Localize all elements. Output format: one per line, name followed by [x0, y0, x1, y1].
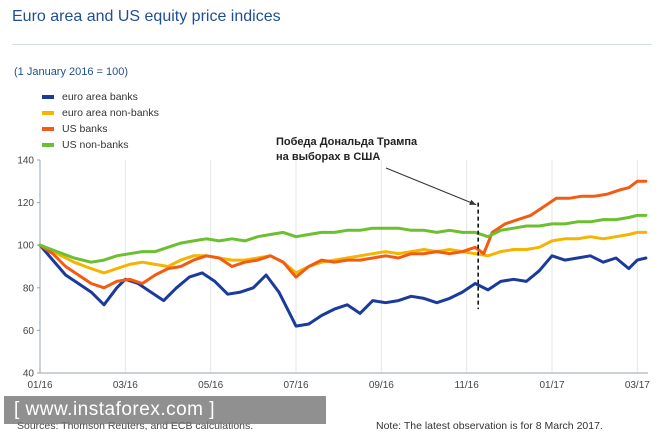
legend-swatch	[42, 111, 54, 115]
legend-label: US non-banks	[62, 139, 129, 151]
title-divider	[12, 44, 652, 45]
chart-legend: euro area banks euro area non-banks US ban…	[42, 89, 159, 153]
series-line-euro-area-non-banks	[38, 230, 648, 275]
legend-label: US banks	[62, 123, 108, 135]
series-line-US-banks	[38, 179, 648, 290]
x-tick-label: 03/17	[625, 380, 650, 391]
latest-observation-note: Note: The latest observation is for 8 Ma…	[376, 420, 603, 432]
legend-item: euro area banks	[42, 89, 159, 105]
x-tick-label: 11/16	[455, 380, 480, 391]
trump-victory-annotation: Победа Дональда Трампа на выборах в США	[276, 135, 417, 165]
chart-title: Euro area and US equity price indices	[12, 8, 281, 25]
annotation-arrow-line	[385, 167, 477, 206]
legend-swatch	[42, 143, 54, 147]
annotation-line-1: Победа Дональда Трампа	[276, 136, 418, 148]
x-tick-label: 09/16	[369, 380, 394, 391]
series-line-US-non-banks	[38, 213, 648, 264]
legend-item: US non-banks	[42, 137, 159, 153]
annotation-arrow-head	[469, 199, 477, 205]
y-tick-label: 80	[23, 283, 35, 294]
legend-swatch	[42, 95, 54, 99]
watermark-logo[interactable]: [ www.instaforex.com ]	[4, 396, 326, 424]
legend-item: euro area non-banks	[42, 105, 159, 121]
y-tick-label: 40	[23, 369, 35, 380]
x-tick-label: 07/16	[283, 380, 308, 391]
y-tick-label: 100	[17, 241, 34, 252]
y-tick-label: 120	[17, 198, 34, 209]
legend-item: US banks	[42, 121, 159, 137]
x-tick-label: 03/16	[113, 380, 138, 391]
x-tick-label: 01/17	[539, 380, 564, 391]
x-tick-label: 05/16	[198, 380, 223, 391]
legend-label: euro area banks	[62, 91, 138, 103]
chart-subtitle: (1 January 2016 = 100)	[14, 66, 129, 78]
x-tick-label: 01/16	[27, 380, 52, 391]
annotation-line-2: на выборах в США	[276, 151, 381, 163]
series-line-euro-area-banks	[38, 243, 648, 328]
y-tick-label: 60	[23, 326, 35, 337]
legend-label: euro area non-banks	[62, 107, 159, 119]
legend-swatch	[42, 127, 54, 131]
y-tick-label: 140	[17, 156, 34, 167]
